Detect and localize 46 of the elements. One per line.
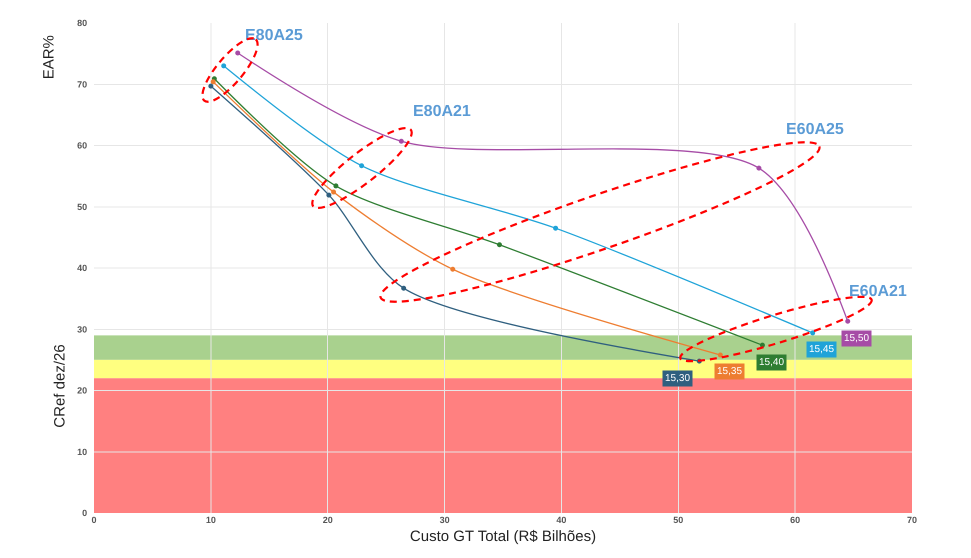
annotation: E80A21 xyxy=(413,103,471,120)
y-tick-label: 60 xyxy=(77,140,88,151)
x-tick-label: 40 xyxy=(556,515,566,525)
point xyxy=(450,266,456,272)
annotation: 15,35 xyxy=(717,366,742,377)
point xyxy=(210,79,216,84)
y-tick-label: 20 xyxy=(77,386,88,396)
point xyxy=(331,190,336,195)
x-tick-label: 60 xyxy=(790,515,800,525)
y-tick-label: 0 xyxy=(82,508,88,518)
annotation: E60A25 xyxy=(786,121,844,138)
annotation: 15,45 xyxy=(809,344,834,355)
point xyxy=(553,226,558,231)
x-tick-label: 0 xyxy=(91,515,97,525)
y-tick-label: 70 xyxy=(77,79,88,90)
annotation: E60A21 xyxy=(849,283,907,300)
annotation: E80A25 xyxy=(245,27,303,44)
point xyxy=(398,138,404,144)
x-tick-label: 10 xyxy=(206,515,216,525)
x-tick-label: 30 xyxy=(440,515,450,525)
x-tick-label: 50 xyxy=(673,515,684,525)
text: EAR% xyxy=(40,35,58,80)
y-tick-label: 30 xyxy=(77,324,88,334)
annotation: 15,30 xyxy=(665,373,690,384)
point xyxy=(359,163,364,168)
x-tick-label: 20 xyxy=(322,515,333,525)
point xyxy=(208,84,214,89)
y-tick-label: 10 xyxy=(77,446,88,457)
point xyxy=(845,318,850,324)
point xyxy=(756,166,762,171)
annotation: 15,50 xyxy=(844,333,870,344)
point xyxy=(326,192,332,198)
point xyxy=(718,352,723,358)
x-axis-title: Custo GT Total (R$ Bilhões) xyxy=(410,528,596,545)
annotation: 15,40 xyxy=(759,357,784,368)
y-tick-label: 40 xyxy=(77,263,88,274)
y-axis-title: CRef dez/26 xyxy=(51,344,68,428)
point xyxy=(333,183,338,188)
point xyxy=(235,50,240,56)
y-tick-label: 50 xyxy=(77,202,88,212)
point xyxy=(810,330,816,336)
point xyxy=(401,286,406,291)
point xyxy=(221,63,226,68)
point xyxy=(496,242,502,248)
x-tick-label: 70 xyxy=(906,515,918,525)
y-tick-label: 80 xyxy=(77,18,88,28)
